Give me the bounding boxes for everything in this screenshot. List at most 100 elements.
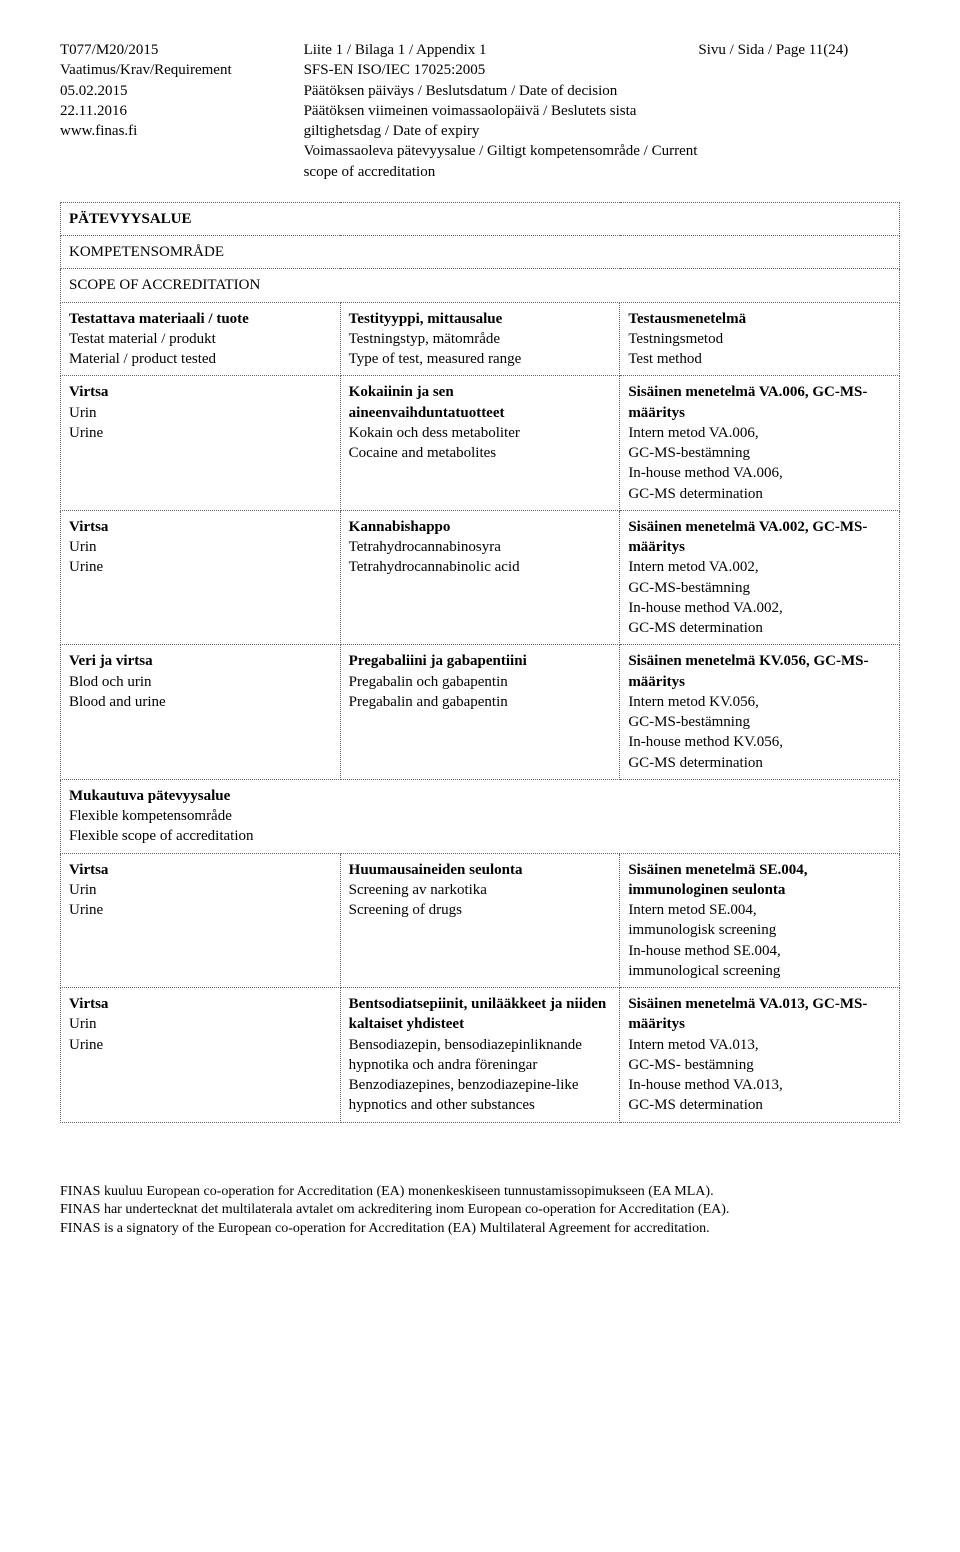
method-sv2: GC-MS-bestämning [628, 578, 891, 598]
col2-line3: Type of test, measured range [349, 349, 612, 369]
material-fi: Veri ja virtsa [69, 651, 332, 671]
appendix-label: Liite 1 / Bilaga 1 / Appendix 1 [304, 40, 699, 60]
method-sv1: Intern metod VA.006, [628, 423, 891, 443]
col-material: Testattava materiaali / tuote Testat mat… [61, 302, 341, 376]
material-sv: Urin [69, 537, 332, 557]
col1-line1: Testattava materiaali / tuote [69, 309, 332, 329]
method-sv2: GC-MS-bestämning [628, 443, 891, 463]
method-fi: Sisäinen menetelmä VA.002, GC-MS-määrity… [628, 517, 891, 558]
standard-ref: SFS-EN ISO/IEC 17025:2005 [304, 60, 699, 80]
material-cell: Virtsa Urin Urine [61, 988, 341, 1123]
scope-title-3: SCOPE OF ACCREDITATION [61, 269, 900, 302]
method-en1: In-house method VA.002, [628, 598, 891, 618]
material-fi: Virtsa [69, 994, 332, 1014]
method-en1: In-house method SE.004, [628, 941, 891, 961]
material-en: Urine [69, 423, 332, 443]
test-cell: Huumausaineiden seulonta Screening av na… [340, 853, 620, 988]
method-fi: Sisäinen menetelmä KV.056, GC-MS-määrity… [628, 651, 891, 692]
method-cell: Sisäinen menetelmä VA.013, GC-MS- määrit… [620, 988, 900, 1123]
flex-sv: Flexible kompetensområde [69, 806, 891, 826]
test-cell: Bentsodiatsepiinit, unilääkkeet ja niide… [340, 988, 620, 1123]
method-sv1: Intern metod SE.004, [628, 900, 891, 920]
page-number: Sivu / Sida / Page 11(24) [698, 40, 900, 60]
material-sv: Urin [69, 1014, 332, 1034]
material-cell: Virtsa Urin Urine [61, 376, 341, 511]
test-cell: Kokaiinin ja sen aineenvaihduntatuotteet… [340, 376, 620, 511]
doc-id: T077/M20/2015 [60, 40, 304, 60]
method-cell: Sisäinen menetelmä SE.004, immunologinen… [620, 853, 900, 988]
expiry-label: Päätöksen viimeinen voimassaolopäivä / B… [304, 101, 699, 142]
material-fi: Virtsa [69, 382, 332, 402]
method-en2: GC-MS determination [628, 484, 891, 504]
test-fi: Kannabishappo [349, 517, 612, 537]
method-en1: In-house method VA.006, [628, 463, 891, 483]
material-fi: Virtsa [69, 860, 332, 880]
method-cell: Sisäinen menetelmä VA.006, GC-MS-määrity… [620, 376, 900, 511]
footer-line-2: FINAS har undertecknat det multilaterala… [60, 1201, 900, 1220]
requirement-label: Vaatimus/Krav/Requirement [60, 60, 304, 80]
col2-line1: Testityyppi, mittausalue [349, 309, 612, 329]
test-en: Cocaine and metabolites [349, 443, 612, 463]
site-url: www.finas.fi [60, 121, 304, 141]
method-en1: In-house method KV.056, [628, 732, 891, 752]
footer-line-3: FINAS is a signatory of the European co-… [60, 1220, 900, 1239]
footer-line-1: FINAS kuuluu European co-operation for A… [60, 1183, 900, 1202]
method-sv2: GC-MS-bestämning [628, 712, 891, 732]
test-sv: Screening av narkotika [349, 880, 612, 900]
flexible-scope-row: Mukautuva pätevyysalue Flexible kompeten… [61, 779, 900, 853]
method-sv2: GC-MS- bestämning [628, 1055, 891, 1075]
column-header-row: Testattava materiaali / tuote Testat mat… [61, 302, 900, 376]
test-cell: Kannabishappo Tetrahydrocannabinosyra Te… [340, 510, 620, 645]
method-cell: Sisäinen menetelmä KV.056, GC-MS-määrity… [620, 645, 900, 780]
table-row: Virtsa Urin Urine Bentsodiatsepiinit, un… [61, 988, 900, 1123]
header-left: T077/M20/2015 Vaatimus/Krav/Requirement … [60, 40, 304, 182]
material-en: Blood and urine [69, 692, 332, 712]
method-en1: In-house method VA.013, [628, 1075, 891, 1095]
col3-line1: Testausmenetelmä [628, 309, 891, 329]
table-row: Virtsa Urin Urine Kokaiinin ja sen ainee… [61, 376, 900, 511]
col2-line2: Testningstyp, mätområde [349, 329, 612, 349]
decision-date: 05.02.2015 [60, 81, 304, 101]
header-right: Sivu / Sida / Page 11(24) [698, 40, 900, 182]
table-row: Virtsa Urin Urine Huumausaineiden seulon… [61, 853, 900, 988]
test-en: Screening of drugs [349, 900, 612, 920]
page-footer: FINAS kuuluu European co-operation for A… [60, 1183, 900, 1240]
test-sv: Tetrahydrocannabinosyra [349, 537, 612, 557]
col1-line3: Material / product tested [69, 349, 332, 369]
method-fi: Sisäinen menetelmä SE.004, immunologinen… [628, 860, 891, 901]
method-sv2: immunologisk screening [628, 920, 891, 940]
test-en: Benzodiazepines, benzodiazepine-like hyp… [349, 1075, 612, 1116]
col1-line2: Testat material / produkt [69, 329, 332, 349]
test-en: Tetrahydrocannabinolic acid [349, 557, 612, 577]
test-fi: Pregabaliini ja gabapentiini [349, 651, 612, 671]
scope-title-2: KOMPETENSOMRÅDE [61, 236, 900, 269]
scope-title-1: PÄTEVYYSALUE [61, 202, 900, 235]
table-row: Virtsa Urin Urine Kannabishappo Tetrahyd… [61, 510, 900, 645]
material-fi: Virtsa [69, 517, 332, 537]
method-en2: immunological screening [628, 961, 891, 981]
method-sv1: Intern metod VA.002, [628, 557, 891, 577]
col3-line3: Test method [628, 349, 891, 369]
method-en2: GC-MS determination [628, 618, 891, 638]
method-fi: Sisäinen menetelmä VA.006, GC-MS-määrity… [628, 382, 891, 423]
method-cell: Sisäinen menetelmä VA.002, GC-MS-määrity… [620, 510, 900, 645]
expiry-date: 22.11.2016 [60, 101, 304, 121]
material-cell: Veri ja virtsa Blod och urin Blood and u… [61, 645, 341, 780]
test-sv: Bensodiazepin, bensodiazepinliknande hyp… [349, 1035, 612, 1076]
material-en: Urine [69, 900, 332, 920]
material-cell: Virtsa Urin Urine [61, 853, 341, 988]
test-fi: Bentsodiatsepiinit, unilääkkeet ja niide… [349, 994, 612, 1035]
accreditation-table: PÄTEVYYSALUE KOMPETENSOMRÅDE SCOPE OF AC… [60, 202, 900, 1123]
test-cell: Pregabaliini ja gabapentiini Pregabalin … [340, 645, 620, 780]
col3-line2: Testningsmetod [628, 329, 891, 349]
test-fi: Huumausaineiden seulonta [349, 860, 612, 880]
method-sv1: Intern metod VA.013, [628, 1035, 891, 1055]
material-cell: Virtsa Urin Urine [61, 510, 341, 645]
flex-fi: Mukautuva pätevyysalue [69, 786, 891, 806]
test-sv: Pregabalin och gabapentin [349, 672, 612, 692]
test-sv: Kokain och dess metaboliter [349, 423, 612, 443]
flexible-scope-cell: Mukautuva pätevyysalue Flexible kompeten… [61, 779, 900, 853]
method-en2: GC-MS determination [628, 1095, 891, 1115]
material-sv: Urin [69, 880, 332, 900]
method-en2: GC-MS determination [628, 753, 891, 773]
